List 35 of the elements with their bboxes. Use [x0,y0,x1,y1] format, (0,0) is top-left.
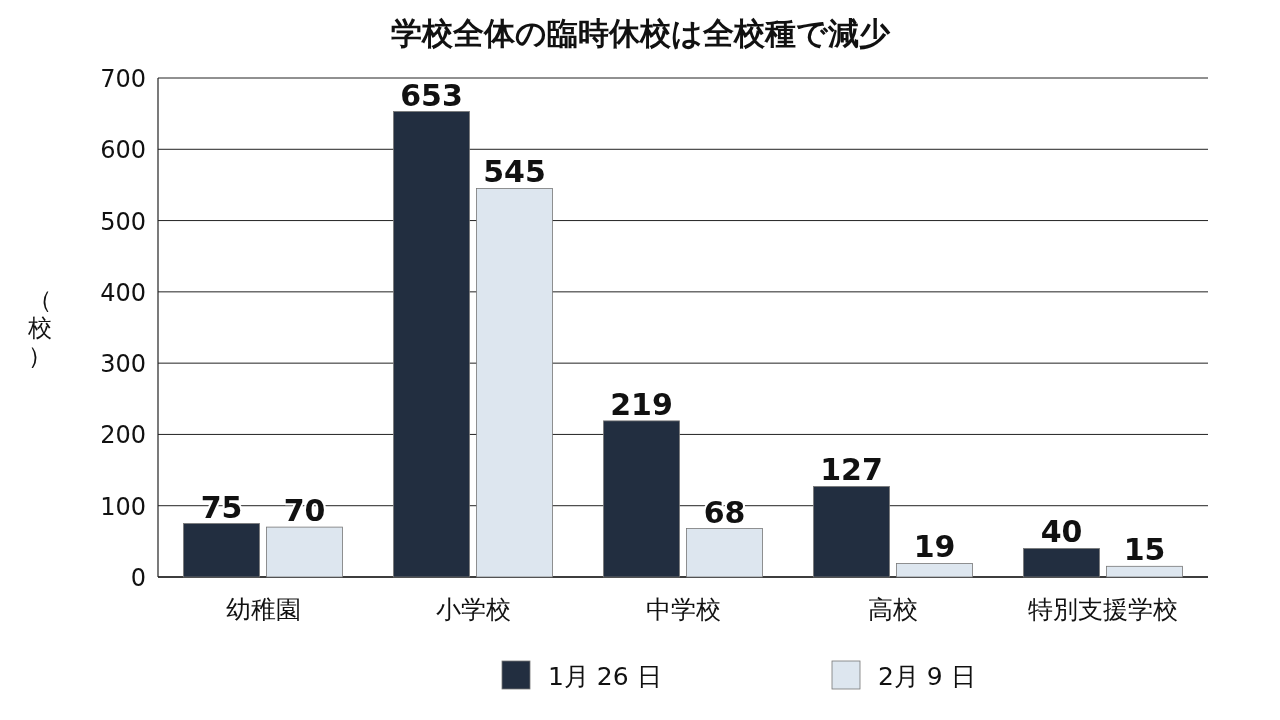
legend-label: 1月 26 日 [548,662,662,691]
data-label: 19 [913,529,956,565]
data-label: 219 [610,386,673,422]
bar [813,486,890,578]
y-tick-label: 100 [100,492,146,521]
y-tick-label: 0 [130,564,146,592]
bar [896,563,973,578]
y-tick-label: 600 [100,136,146,165]
y-tick-label: 700 [100,65,146,93]
chart-title: 学校全体の臨時休校は全校種で減少 [390,15,891,51]
x-tick-label: 高校 [868,595,918,624]
x-tick-label: 小学校 [435,595,511,624]
y-tick-label: 200 [100,421,146,450]
x-tick-label: 幼稚園 [225,595,301,624]
y-axis-title: （校） [27,285,52,370]
x-tick-label: 中学校 [645,595,721,624]
bar [686,528,763,578]
data-label: 15 [1123,532,1166,568]
bar [476,188,553,578]
legend-label: 2月 9 日 [878,662,976,691]
data-label: 40 [1040,514,1083,550]
y-tick-label: 500 [100,207,146,236]
bar [266,526,343,578]
bar [1106,565,1183,578]
bar [603,420,680,578]
bar [183,523,260,578]
x-tick-label: 特別支援学校 [1028,595,1178,624]
data-label: 653 [400,77,463,113]
bar [393,111,470,578]
data-label: 68 [703,494,746,530]
bar [1023,548,1100,578]
data-label: 127 [820,452,883,488]
y-tick-label: 300 [100,350,146,379]
data-label: 545 [483,154,546,190]
y-tick-label: 400 [100,278,146,307]
